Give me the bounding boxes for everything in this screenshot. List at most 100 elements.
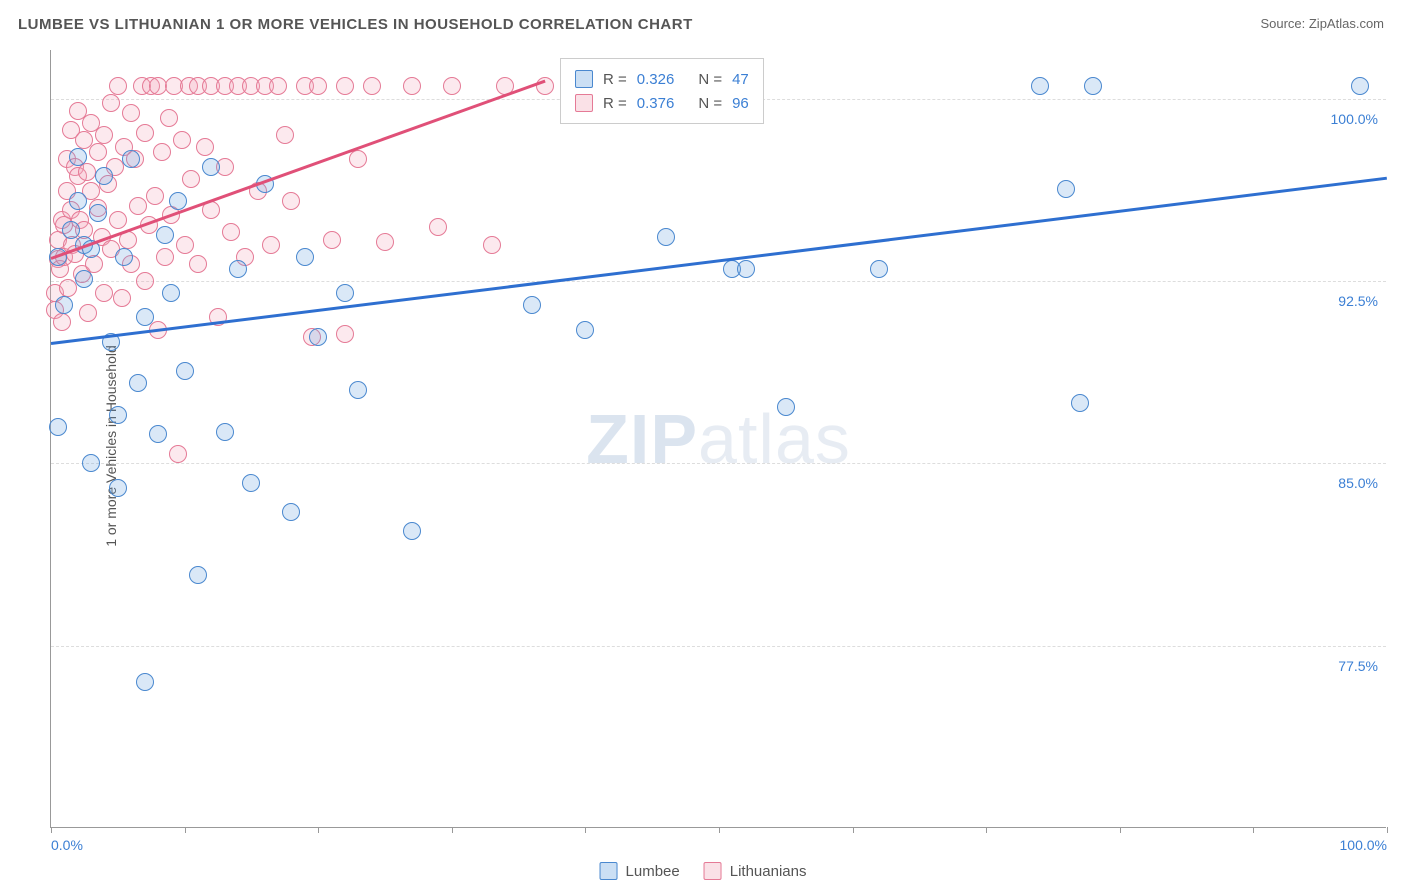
- x-tick: [853, 827, 854, 833]
- data-point: [153, 143, 171, 161]
- data-point: [323, 231, 341, 249]
- data-point: [82, 454, 100, 472]
- data-point: [162, 284, 180, 302]
- data-point: [102, 94, 120, 112]
- data-point: [196, 138, 214, 156]
- data-point: [282, 503, 300, 521]
- data-point: [169, 445, 187, 463]
- data-point: [1351, 77, 1369, 95]
- data-point: [122, 150, 140, 168]
- legend-label: Lumbee: [626, 863, 680, 880]
- chart-title: LUMBEE VS LITHUANIAN 1 OR MORE VEHICLES …: [18, 16, 693, 33]
- data-point: [115, 248, 133, 266]
- x-tick: [585, 827, 586, 833]
- data-point: [156, 248, 174, 266]
- legend-label: Lithuanians: [730, 863, 807, 880]
- y-tick-label: 92.5%: [1338, 293, 1378, 309]
- data-point: [222, 223, 240, 241]
- data-point: [376, 233, 394, 251]
- x-tick: [51, 827, 52, 833]
- data-point: [89, 204, 107, 222]
- gridline: [51, 463, 1386, 464]
- data-point: [189, 566, 207, 584]
- data-point: [523, 296, 541, 314]
- data-point: [136, 673, 154, 691]
- data-point: [129, 374, 147, 392]
- x-tick: [1120, 827, 1121, 833]
- data-point: [122, 104, 140, 122]
- data-point: [79, 304, 97, 322]
- data-point: [737, 260, 755, 278]
- gridline: [51, 646, 1386, 647]
- y-tick-label: 77.5%: [1338, 658, 1378, 674]
- legend-item: Lumbee: [600, 862, 680, 880]
- data-point: [309, 328, 327, 346]
- legend-row: R = 0.326N = 47: [575, 67, 749, 91]
- data-point: [777, 398, 795, 416]
- data-point: [129, 197, 147, 215]
- legend-r-value: 0.376: [637, 95, 675, 112]
- correlation-legend: R = 0.326N = 47R = 0.376 N = 96: [560, 58, 764, 124]
- watermark: ZIPatlas: [586, 399, 851, 479]
- x-tick: [986, 827, 987, 833]
- data-point: [336, 77, 354, 95]
- legend-item: Lithuanians: [704, 862, 807, 880]
- data-point: [229, 260, 247, 278]
- data-point: [59, 279, 77, 297]
- data-point: [109, 479, 127, 497]
- data-point: [95, 126, 113, 144]
- data-point: [269, 77, 287, 95]
- data-point: [75, 270, 93, 288]
- data-point: [242, 474, 260, 492]
- data-point: [296, 248, 314, 266]
- data-point: [160, 109, 178, 127]
- data-point: [95, 284, 113, 302]
- data-point: [156, 226, 174, 244]
- data-point: [1084, 77, 1102, 95]
- data-point: [403, 522, 421, 540]
- legend-n-value: 47: [732, 71, 749, 88]
- x-tick: [185, 827, 186, 833]
- data-point: [109, 77, 127, 95]
- data-point: [189, 255, 207, 273]
- plot-area: ZIPatlas 100.0%92.5%85.0%77.5%0.0%100.0%: [50, 50, 1386, 828]
- data-point: [109, 211, 127, 229]
- data-point: [146, 187, 164, 205]
- data-point: [483, 236, 501, 254]
- data-point: [336, 284, 354, 302]
- data-point: [55, 296, 73, 314]
- data-point: [336, 325, 354, 343]
- data-point: [576, 321, 594, 339]
- data-point: [176, 362, 194, 380]
- data-point: [202, 158, 220, 176]
- data-point: [1031, 77, 1049, 95]
- data-point: [216, 423, 234, 441]
- y-tick-label: 85.0%: [1338, 475, 1378, 491]
- legend-swatch: [575, 94, 593, 112]
- data-point: [136, 272, 154, 290]
- data-point: [53, 313, 71, 331]
- data-point: [69, 148, 87, 166]
- data-point: [49, 418, 67, 436]
- legend-row: R = 0.376N = 96: [575, 91, 749, 115]
- series-legend: Lumbee Lithuanians: [600, 862, 807, 880]
- data-point: [69, 192, 87, 210]
- legend-swatch: [704, 862, 722, 880]
- y-tick-label: 100.0%: [1331, 111, 1378, 127]
- data-point: [349, 381, 367, 399]
- gridline: [51, 281, 1386, 282]
- x-tick: [452, 827, 453, 833]
- data-point: [89, 143, 107, 161]
- data-point: [62, 221, 80, 239]
- data-point: [136, 308, 154, 326]
- data-point: [282, 192, 300, 210]
- data-point: [870, 260, 888, 278]
- data-point: [309, 77, 327, 95]
- x-tick-label: 100.0%: [1340, 837, 1387, 853]
- data-point: [136, 124, 154, 142]
- legend-n-label: N =: [698, 95, 722, 112]
- data-point: [262, 236, 280, 254]
- x-tick: [719, 827, 720, 833]
- legend-r-label: R =: [603, 71, 627, 88]
- legend-n-value: 96: [732, 95, 749, 112]
